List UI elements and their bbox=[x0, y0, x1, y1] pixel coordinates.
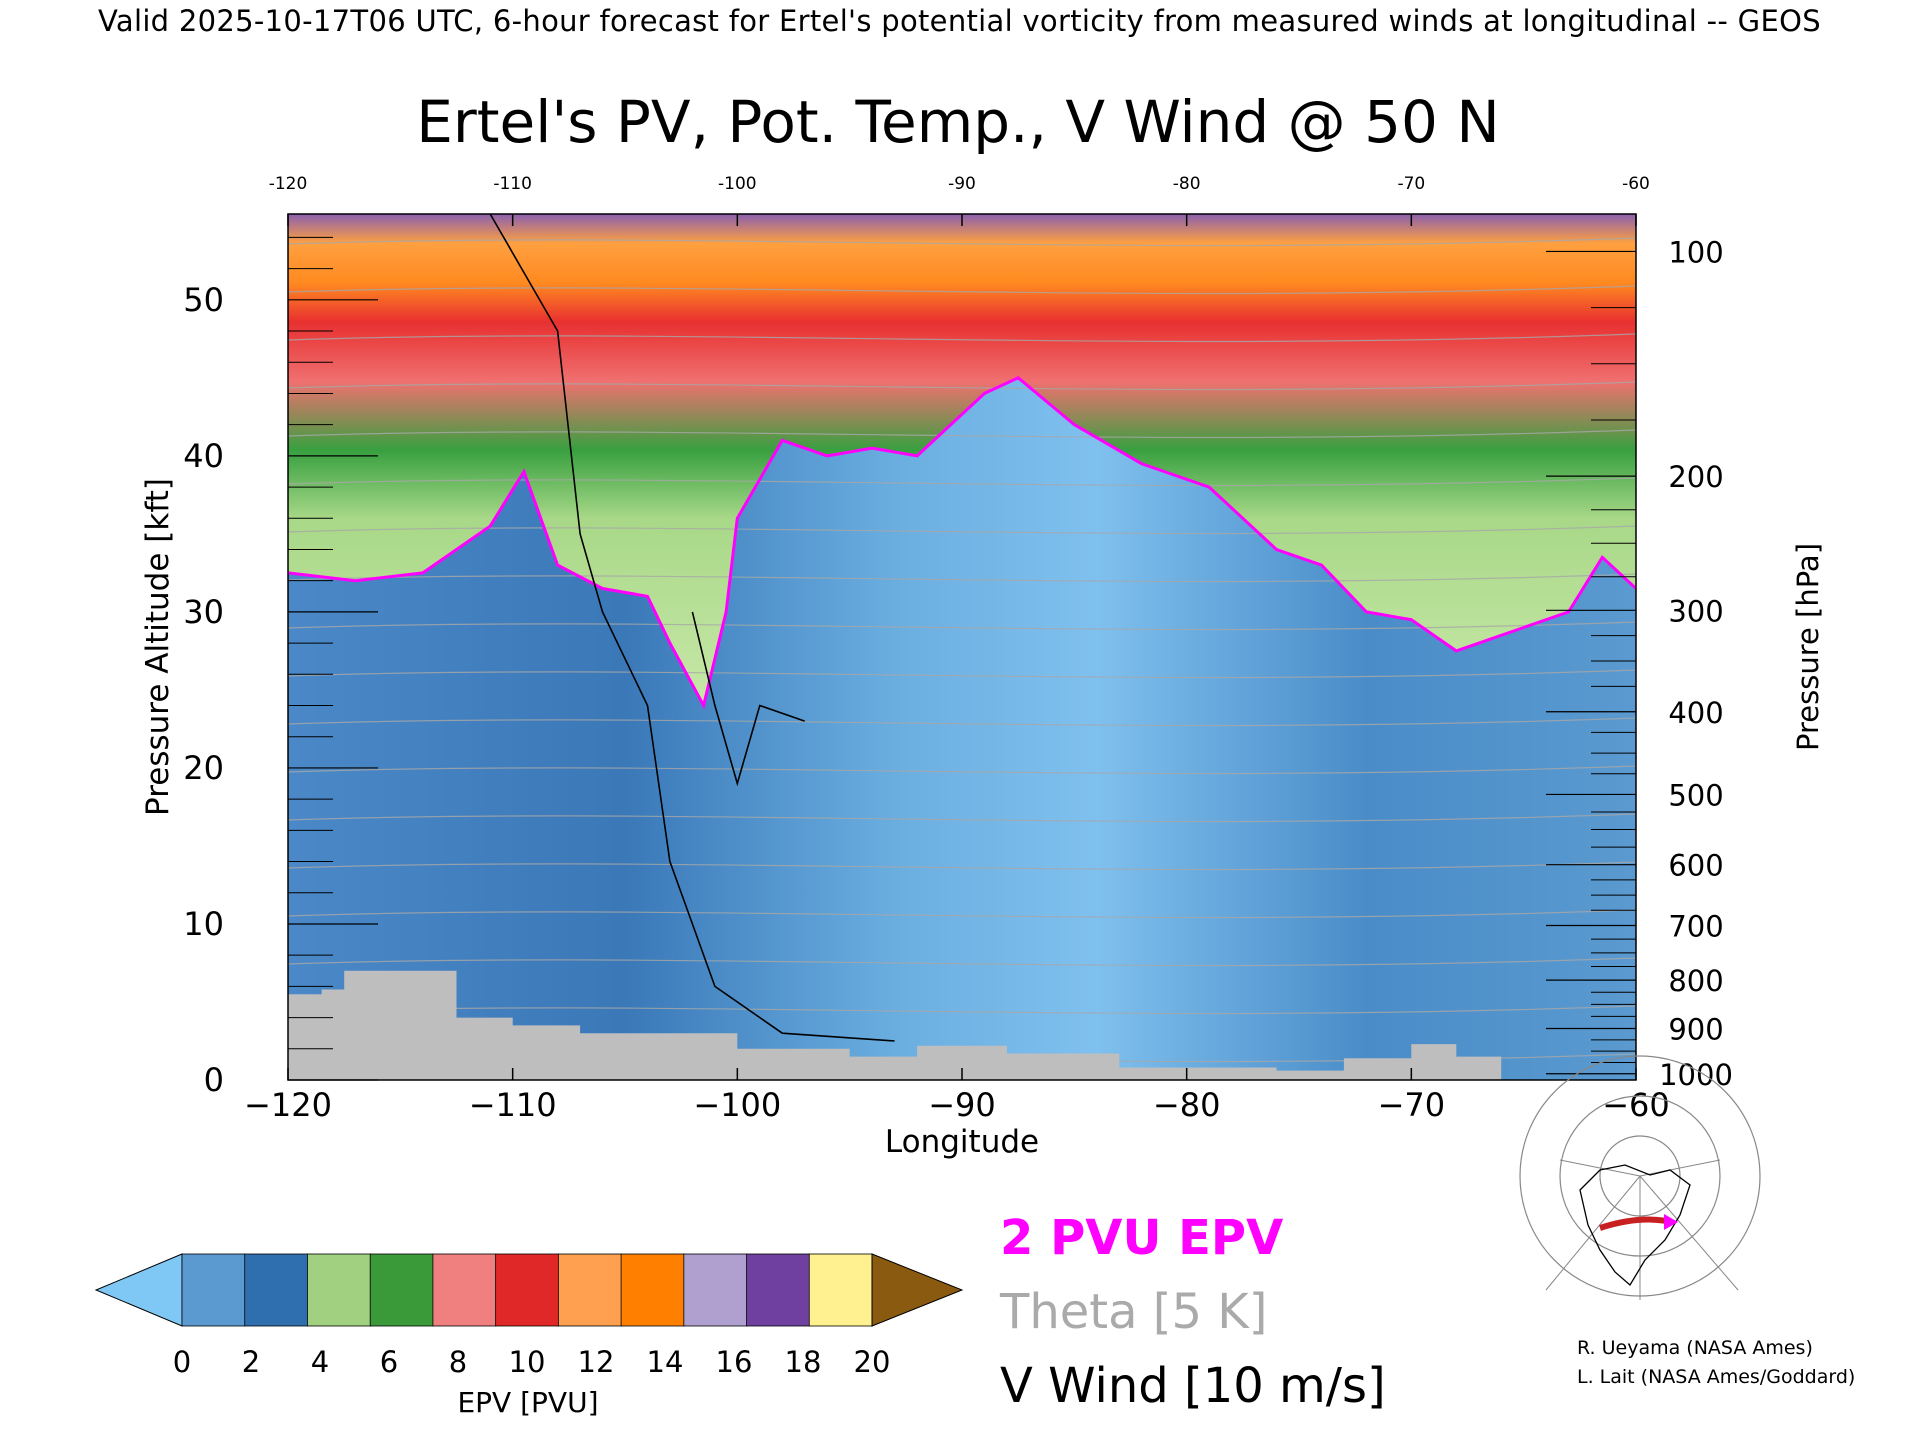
y-tick-label: 20 bbox=[183, 749, 224, 787]
epv-2pvu-contour bbox=[288, 376, 1636, 710]
x-tick-label: −60 bbox=[1602, 1086, 1670, 1124]
legend-epv: 2 PVU EPV bbox=[1000, 1210, 1284, 1266]
x-tick-label-top: -120 bbox=[269, 174, 308, 194]
colorbar-swatch bbox=[495, 1253, 560, 1327]
colorbar-tick-label: 8 bbox=[449, 1345, 467, 1379]
x-tick-label: −110 bbox=[469, 1086, 557, 1124]
theta-contour bbox=[288, 237, 1636, 247]
colorbar-tick-label: 4 bbox=[311, 1345, 329, 1379]
y-tick-label: 0 bbox=[204, 1061, 224, 1099]
y-axis-right-label: Pressure [hPa] bbox=[1791, 543, 1825, 751]
plot-area bbox=[288, 214, 1636, 1080]
theta-contour bbox=[288, 717, 1636, 727]
colorbar-tick-label: 14 bbox=[647, 1345, 684, 1379]
x-tick-label: −80 bbox=[1153, 1086, 1221, 1124]
y-tick-label-right: 100 bbox=[1668, 235, 1723, 269]
colorbar-swatch bbox=[369, 1253, 434, 1327]
theta-contour bbox=[288, 573, 1636, 583]
colorbar-swatch bbox=[432, 1253, 497, 1327]
colorbar-over-arrow bbox=[871, 1253, 964, 1327]
colorbar-tick-label: 6 bbox=[380, 1345, 398, 1379]
y-axis-left-label: Pressure Altitude [kft] bbox=[140, 478, 176, 816]
x-tick-label-top: -90 bbox=[948, 174, 976, 194]
credit-line: L. Lait (NASA Ames/Goddard) bbox=[1577, 1366, 1856, 1388]
colorbar-swatch bbox=[808, 1253, 873, 1327]
colorbar-tick-label: 20 bbox=[854, 1345, 891, 1379]
y-tick-label: 50 bbox=[183, 281, 224, 319]
inset-map bbox=[1519, 1055, 1761, 1300]
colorbar-swatch bbox=[683, 1253, 748, 1327]
theta-contour bbox=[288, 813, 1636, 823]
chart-title: Ertel's PV, Pot. Temp., V Wind @ 50 N bbox=[416, 88, 1499, 156]
theta-contour bbox=[288, 333, 1636, 343]
colorbar-swatch bbox=[620, 1253, 685, 1327]
y-tick-label-right: 400 bbox=[1668, 696, 1723, 730]
x-tick-label-top: -100 bbox=[718, 174, 757, 194]
vwind-30-contour bbox=[691, 611, 805, 787]
y-tick-label: 10 bbox=[183, 905, 224, 943]
theta-contour bbox=[288, 285, 1636, 295]
y-axis-left: 0 10 20 30 40 50 bbox=[183, 236, 378, 1099]
theta-contours bbox=[288, 237, 1636, 1063]
x-tick-label: −100 bbox=[693, 1086, 781, 1124]
vwind-zero-contour bbox=[489, 214, 895, 1042]
x-tick-label: −70 bbox=[1378, 1086, 1446, 1124]
legend-theta: Theta [5 K] bbox=[1000, 1284, 1268, 1340]
colorbar-tick-label: 12 bbox=[578, 1345, 615, 1379]
y-tick-label: 40 bbox=[183, 437, 224, 475]
theta-contour bbox=[288, 861, 1636, 871]
theta-contour bbox=[288, 957, 1636, 967]
theta-contour bbox=[288, 525, 1636, 535]
x-axis-bottom: −120 −110 −100 −90 −80 −70 −60 bbox=[244, 1068, 1670, 1124]
theta-contour bbox=[288, 621, 1636, 631]
theta-contour bbox=[288, 669, 1636, 679]
colorbar-label: EPV [PVU] bbox=[457, 1386, 598, 1419]
colorbar-tick-label: 0 bbox=[173, 1345, 191, 1379]
x-tick-label: −120 bbox=[244, 1086, 332, 1124]
colorbar-swatch bbox=[181, 1253, 246, 1327]
theta-contour bbox=[288, 381, 1636, 391]
theta-contour bbox=[288, 477, 1636, 487]
x-tick-label: −90 bbox=[928, 1086, 996, 1124]
colorbar-swatch bbox=[746, 1253, 811, 1327]
x-tick-label-top: -70 bbox=[1397, 174, 1425, 194]
y-tick-label-right: 800 bbox=[1668, 964, 1723, 998]
colorbar-tick-label: 10 bbox=[509, 1345, 546, 1379]
colorbar: 0 2 4 6 8 10 12 14 16 18 20 bbox=[94, 1253, 964, 1379]
x-axis-label: Longitude bbox=[885, 1124, 1039, 1160]
y-tick-label: 30 bbox=[183, 593, 224, 631]
x-tick-label-top: -80 bbox=[1173, 174, 1201, 194]
theta-contour bbox=[288, 765, 1636, 775]
credit-line: R. Ueyama (NASA Ames) bbox=[1577, 1337, 1813, 1359]
y-tick-label-right: 600 bbox=[1668, 849, 1723, 883]
colorbar-tick-label: 18 bbox=[785, 1345, 822, 1379]
theta-contour bbox=[288, 429, 1636, 439]
x-tick-label-top: -60 bbox=[1622, 174, 1650, 194]
y-tick-label-right: 300 bbox=[1668, 594, 1723, 628]
page-header: Valid 2025-10-17T06 UTC, 6-hour forecast… bbox=[98, 4, 1821, 38]
y-tick-label-right: 900 bbox=[1668, 1013, 1723, 1047]
colorbar-tick-label: 2 bbox=[242, 1345, 260, 1379]
theta-contour bbox=[288, 1005, 1636, 1015]
colorbar-swatch bbox=[557, 1253, 622, 1327]
legend-vwind: V Wind [10 m/s] bbox=[1000, 1358, 1386, 1414]
colorbar-tick-label: 16 bbox=[716, 1345, 753, 1379]
colorbar-swatch bbox=[244, 1253, 309, 1327]
colorbar-swatch bbox=[307, 1253, 372, 1327]
y-tick-label-right: 200 bbox=[1668, 460, 1723, 494]
y-tick-label-right: 1000 bbox=[1659, 1058, 1733, 1092]
colorbar-under-arrow bbox=[94, 1253, 183, 1327]
y-tick-label-right: 700 bbox=[1668, 910, 1723, 944]
y-tick-label-right: 500 bbox=[1668, 778, 1723, 812]
surface-terrain bbox=[288, 970, 1502, 1080]
credits: R. Ueyama (NASA Ames) L. Lait (NASA Ames… bbox=[1577, 1334, 1855, 1392]
y-axis-right: 1000 900 800 700 600 500 400 300 200 100 bbox=[1546, 235, 1733, 1092]
theta-contour bbox=[288, 909, 1636, 919]
x-tick-label-top: -110 bbox=[493, 174, 532, 194]
stratosphere-field bbox=[288, 214, 1636, 706]
x-axis-top: -120 -110 -100 -90 -80 -70 -60 bbox=[269, 174, 1650, 226]
